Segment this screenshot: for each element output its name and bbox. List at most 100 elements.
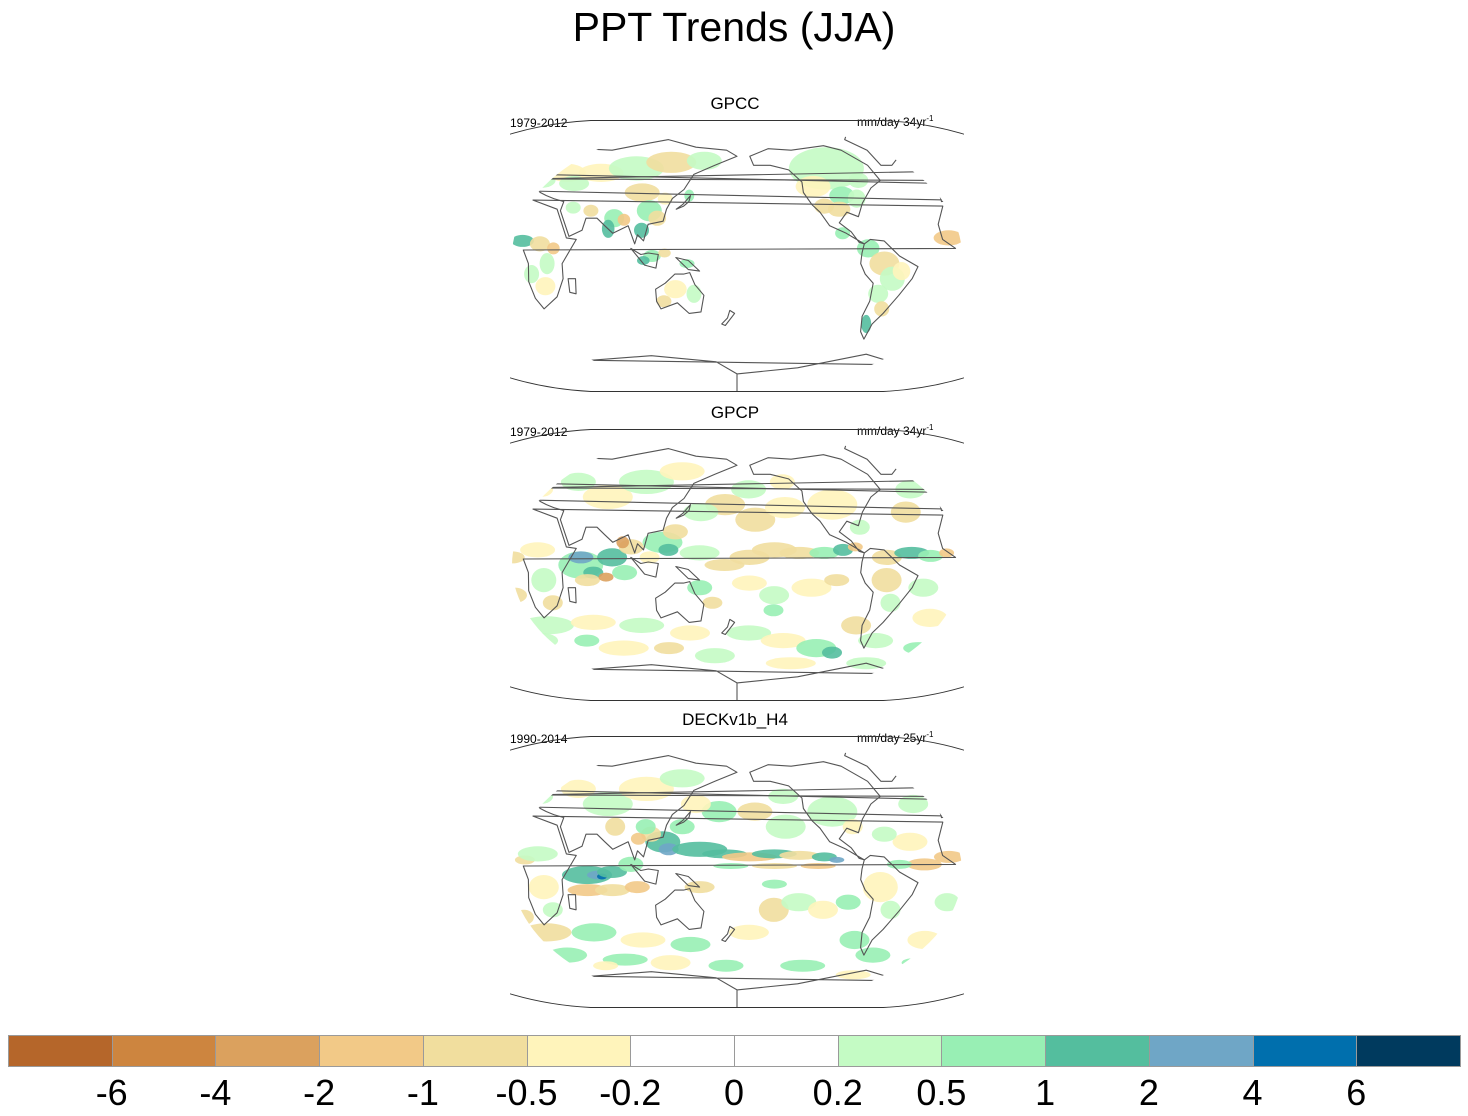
trend-patch bbox=[800, 863, 836, 869]
colorbar-tick-label: 1 bbox=[1035, 1072, 1056, 1113]
coastline bbox=[522, 815, 957, 926]
trend-patch bbox=[656, 295, 672, 308]
trend-patch bbox=[791, 578, 832, 597]
trend-patch bbox=[542, 595, 563, 611]
trend-patch bbox=[728, 924, 769, 940]
trend-patch bbox=[528, 481, 554, 497]
trend-patch bbox=[512, 234, 534, 247]
trend-patch bbox=[686, 284, 702, 303]
colorbar-tick-label: 0 bbox=[723, 1072, 745, 1113]
trend-patch bbox=[559, 175, 590, 192]
trend-patch bbox=[842, 819, 863, 835]
world-map bbox=[510, 429, 964, 701]
colorbar bbox=[8, 1035, 1461, 1069]
coastline bbox=[860, 238, 919, 340]
trend-patch bbox=[759, 586, 790, 605]
trend-patch bbox=[518, 616, 574, 635]
trend-patch bbox=[650, 955, 691, 971]
figure-title: PPT Trends (JJA) bbox=[572, 4, 896, 50]
trend-patch bbox=[635, 819, 656, 835]
coastline bbox=[860, 547, 919, 649]
trend-patch bbox=[658, 543, 679, 556]
trend-patch bbox=[658, 843, 679, 856]
colorbar-tick-label: 4 bbox=[1242, 1072, 1263, 1113]
coastline bbox=[589, 969, 902, 1008]
trend-patch bbox=[862, 872, 898, 903]
trend-patch bbox=[646, 151, 697, 173]
trend-patch bbox=[616, 536, 629, 549]
colorbar-tick-label: -1 bbox=[406, 1072, 439, 1113]
trend-patch bbox=[583, 204, 599, 217]
trend-patch bbox=[593, 961, 619, 971]
trend-patch bbox=[568, 551, 594, 564]
coastline bbox=[589, 662, 902, 701]
trend-patch bbox=[908, 578, 939, 597]
coastline bbox=[630, 556, 659, 578]
trend-patch bbox=[939, 548, 955, 558]
trend-patch bbox=[763, 604, 784, 617]
trend-patch bbox=[933, 850, 962, 863]
trend-patch bbox=[597, 548, 628, 567]
panel-period: 1990-2014 bbox=[510, 732, 568, 746]
trend-patch bbox=[574, 574, 600, 587]
trend-patch bbox=[630, 832, 646, 845]
trend-patch bbox=[795, 175, 831, 198]
coastline bbox=[675, 504, 692, 519]
trend-patch bbox=[765, 657, 816, 670]
trend-patch bbox=[598, 572, 614, 582]
trend-patch bbox=[529, 236, 550, 252]
trend-patch bbox=[670, 625, 710, 641]
map-boundary bbox=[510, 429, 964, 701]
trend-patch bbox=[835, 894, 861, 910]
trend-patch bbox=[513, 909, 534, 925]
coastline bbox=[749, 145, 881, 245]
trend-patch bbox=[735, 507, 776, 532]
trend-patch bbox=[849, 519, 870, 535]
trend-patch bbox=[779, 546, 820, 559]
trend-patch bbox=[684, 189, 695, 202]
panel-title: GPCC bbox=[710, 94, 760, 113]
coastline bbox=[522, 199, 957, 310]
trend-patch bbox=[934, 893, 960, 912]
trend-patch bbox=[658, 248, 671, 258]
trend-patch bbox=[829, 856, 845, 863]
trend-patch bbox=[565, 201, 581, 214]
colorbar-swatch bbox=[837, 1035, 943, 1067]
trend-patch bbox=[597, 866, 627, 878]
colorbar-tick-label: -0.2 bbox=[599, 1072, 662, 1113]
trend-patch bbox=[539, 253, 555, 275]
trend-patch bbox=[903, 642, 934, 655]
trend-patch bbox=[659, 769, 705, 788]
trend-patch bbox=[659, 462, 705, 481]
colorbar-tick-label: 6 bbox=[1346, 1072, 1367, 1113]
trend-patch bbox=[531, 568, 557, 593]
trend-patch bbox=[582, 791, 633, 817]
coastline bbox=[675, 872, 701, 888]
trend-patch bbox=[570, 614, 616, 630]
coastline bbox=[655, 272, 705, 314]
panel-units: mm/day 34yr-1 bbox=[857, 423, 934, 438]
trend-patch bbox=[612, 565, 638, 581]
trend-patch bbox=[892, 262, 911, 281]
trend-patch bbox=[841, 616, 872, 635]
trend-patch bbox=[679, 545, 720, 561]
colorbar-swatch bbox=[941, 1035, 1047, 1067]
map-panel-deck: DECKv1b_H4 1990-2014 mm/day 25yr-1 bbox=[505, 710, 965, 1010]
colorbar-swatch bbox=[630, 1035, 735, 1067]
colorbar-tick-label: 0.5 bbox=[916, 1072, 967, 1113]
trend-patch bbox=[574, 634, 600, 647]
trend-patch bbox=[525, 172, 556, 188]
coastline bbox=[860, 854, 919, 956]
coastline bbox=[630, 863, 659, 885]
trend-patch bbox=[662, 524, 688, 540]
trend-patch bbox=[868, 284, 889, 303]
trend-patch bbox=[639, 551, 660, 564]
trend-patch bbox=[528, 788, 554, 804]
trend-patch bbox=[765, 814, 806, 839]
trend-patch bbox=[687, 580, 713, 596]
map-panel-gpcc: GPCC 1979-2012 mm/day 34yr-1 bbox=[505, 94, 965, 394]
trend-patch bbox=[824, 574, 850, 587]
trend-patch bbox=[901, 958, 927, 968]
panel-title: DECKv1b_H4 bbox=[682, 710, 788, 729]
trend-patch bbox=[620, 932, 666, 948]
